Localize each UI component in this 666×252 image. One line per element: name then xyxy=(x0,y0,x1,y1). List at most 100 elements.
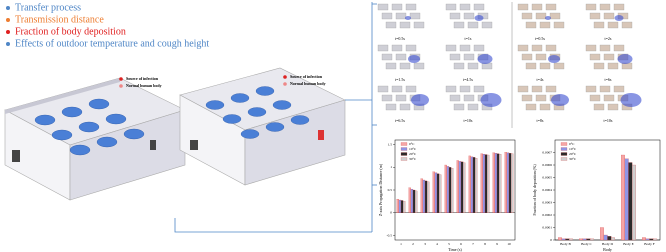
x-tick-label: 2 xyxy=(412,242,414,246)
table-block xyxy=(535,53,547,61)
bar xyxy=(582,238,587,241)
legend-label: 20°C xyxy=(409,152,417,156)
table-block xyxy=(599,44,611,52)
table-block xyxy=(381,94,393,102)
bar xyxy=(506,152,510,213)
bullet-text: Fraction of body deposition xyxy=(15,26,126,37)
table-block xyxy=(589,53,601,61)
table-block xyxy=(613,44,625,52)
table-block xyxy=(517,44,529,52)
droplet-cloud xyxy=(477,54,493,64)
table-block xyxy=(599,85,611,93)
table-block xyxy=(621,21,633,29)
table-block xyxy=(593,21,605,29)
table-block xyxy=(607,62,619,70)
table-block xyxy=(553,62,565,70)
table-block xyxy=(377,85,389,93)
legend-swatch xyxy=(560,142,568,146)
bar xyxy=(475,158,478,213)
bullet-dot xyxy=(6,6,10,10)
legend-label: 20°C xyxy=(569,152,577,156)
table-block xyxy=(377,44,389,52)
bar xyxy=(624,158,629,241)
y-tick-label: 0.0004 xyxy=(542,188,552,192)
table-block xyxy=(445,3,457,11)
time-label: t=6s xyxy=(605,77,612,82)
table-block xyxy=(525,103,537,111)
time-label: t=0.5s xyxy=(395,36,405,41)
table-block xyxy=(405,85,417,93)
x-axis-label: Time (s) xyxy=(448,247,462,252)
table-block xyxy=(549,12,561,20)
bar xyxy=(460,161,464,213)
y-tick-label: 0.0003 xyxy=(542,200,552,204)
table-block xyxy=(391,3,403,11)
table-block xyxy=(459,3,471,11)
table-block xyxy=(481,21,493,29)
bar xyxy=(412,189,416,213)
bar xyxy=(448,167,452,213)
table-block xyxy=(409,12,421,20)
bar xyxy=(603,234,608,241)
table-block xyxy=(545,3,557,11)
droplet-cloud xyxy=(617,54,633,64)
bar xyxy=(611,237,615,241)
table-block xyxy=(463,12,475,20)
y-tick-label: 0.5 xyxy=(388,188,393,192)
bar xyxy=(446,166,450,213)
x-tick-label: 3 xyxy=(424,242,426,246)
bar xyxy=(653,238,657,241)
bar xyxy=(470,156,474,213)
table-block xyxy=(453,62,465,70)
bar xyxy=(487,154,490,213)
bar xyxy=(463,162,466,213)
bar xyxy=(472,157,476,213)
table-block xyxy=(521,53,533,61)
bar xyxy=(504,152,507,213)
table-block xyxy=(445,85,457,93)
table-block xyxy=(535,94,547,102)
table-block xyxy=(613,85,625,93)
table-block xyxy=(531,44,543,52)
bar xyxy=(494,153,498,213)
time-label: t=8s xyxy=(537,118,544,123)
table-block xyxy=(539,103,551,111)
table-block xyxy=(449,12,461,20)
table-block xyxy=(385,103,397,111)
legend-label: 30°C xyxy=(569,157,577,161)
bar xyxy=(444,164,447,213)
table-block xyxy=(467,62,479,70)
table-block xyxy=(453,103,465,111)
legend-label: 30°C xyxy=(409,157,417,161)
bullet-text: Transfer process xyxy=(15,2,81,13)
table-block xyxy=(385,62,397,70)
bar xyxy=(628,162,633,241)
bar xyxy=(565,238,570,241)
table-block xyxy=(473,85,485,93)
table-block xyxy=(391,44,403,52)
table-block xyxy=(585,3,597,11)
droplet-cloud xyxy=(405,16,411,20)
droplet-cloud xyxy=(548,55,560,63)
x-tick-label: 6 xyxy=(460,242,462,246)
table-block xyxy=(531,85,543,93)
legend-swatch xyxy=(560,147,568,151)
bar xyxy=(600,227,604,241)
table-block xyxy=(413,62,425,70)
y-tick-label: 1 xyxy=(390,165,392,169)
table-block xyxy=(521,94,533,102)
table-block xyxy=(589,94,601,102)
bar xyxy=(408,187,411,213)
table-block xyxy=(535,12,547,20)
table-block xyxy=(603,94,615,102)
table-block xyxy=(459,44,471,52)
bar xyxy=(427,181,430,213)
bar xyxy=(398,199,402,213)
table-block xyxy=(463,94,475,102)
droplet-cloud xyxy=(551,94,569,106)
bar xyxy=(558,237,562,241)
table-block xyxy=(593,62,605,70)
y-tick-label: 0.0002 xyxy=(542,213,552,217)
table-block xyxy=(467,21,479,29)
